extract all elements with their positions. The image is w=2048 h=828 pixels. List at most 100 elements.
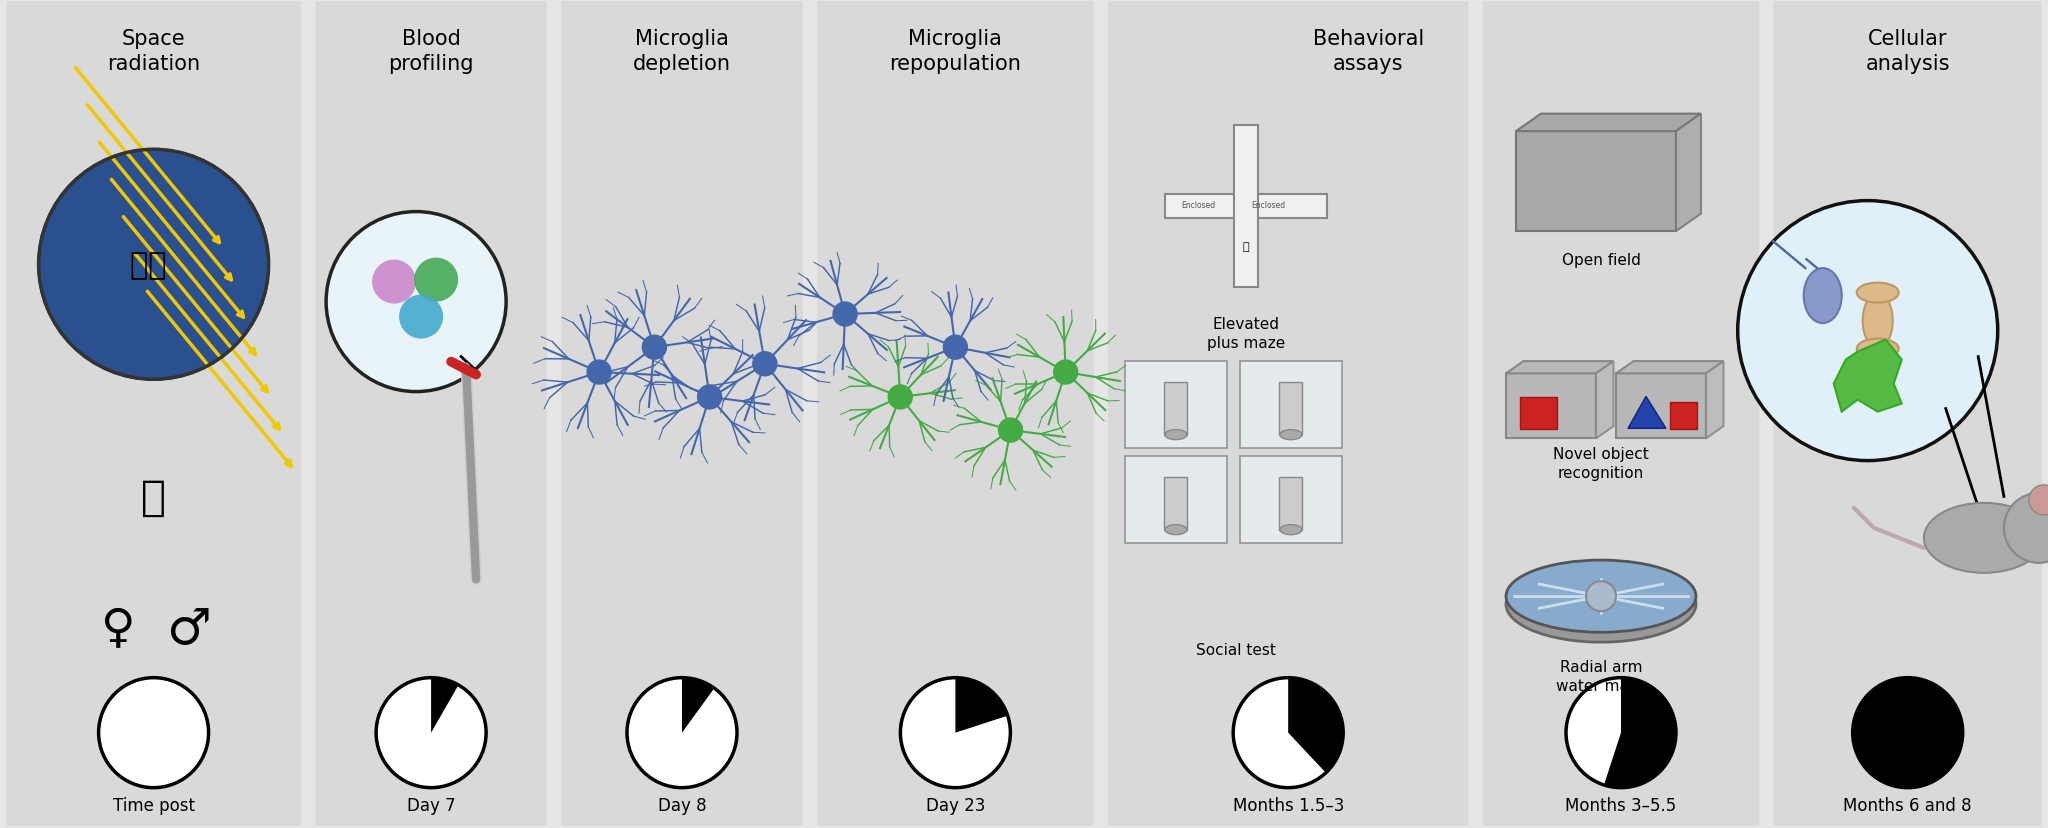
Circle shape bbox=[901, 678, 1010, 787]
Polygon shape bbox=[1628, 397, 1665, 429]
Circle shape bbox=[39, 150, 268, 380]
Text: Time post: Time post bbox=[113, 796, 195, 814]
Ellipse shape bbox=[1923, 503, 2044, 573]
Circle shape bbox=[414, 258, 459, 302]
Circle shape bbox=[1737, 201, 1997, 461]
FancyBboxPatch shape bbox=[1124, 456, 1227, 543]
FancyBboxPatch shape bbox=[561, 2, 803, 826]
FancyBboxPatch shape bbox=[1165, 195, 1327, 219]
Ellipse shape bbox=[1165, 481, 1188, 493]
Text: Elevated
plus maze: Elevated plus maze bbox=[1206, 317, 1284, 350]
Text: Day 7: Day 7 bbox=[408, 796, 455, 814]
Text: Cellular
analysis: Cellular analysis bbox=[1866, 29, 1950, 74]
Polygon shape bbox=[1505, 362, 1614, 374]
Circle shape bbox=[373, 260, 416, 304]
Text: Months 3–5.5: Months 3–5.5 bbox=[1565, 796, 1677, 814]
Ellipse shape bbox=[1505, 561, 1696, 633]
FancyBboxPatch shape bbox=[1483, 2, 1759, 826]
Text: 🐀: 🐀 bbox=[1243, 242, 1249, 252]
FancyBboxPatch shape bbox=[1669, 403, 1698, 430]
FancyBboxPatch shape bbox=[1520, 398, 1556, 430]
FancyBboxPatch shape bbox=[1280, 383, 1303, 436]
Circle shape bbox=[2003, 493, 2048, 563]
Circle shape bbox=[944, 336, 967, 359]
Polygon shape bbox=[1706, 362, 1724, 439]
Circle shape bbox=[754, 353, 776, 376]
Ellipse shape bbox=[1804, 269, 1841, 324]
Wedge shape bbox=[1288, 679, 1341, 773]
Circle shape bbox=[1585, 581, 1616, 611]
Ellipse shape bbox=[1280, 430, 1303, 440]
FancyBboxPatch shape bbox=[1616, 374, 1706, 439]
Text: Space
radiation: Space radiation bbox=[106, 29, 201, 74]
Text: ♀: ♀ bbox=[100, 607, 135, 652]
Circle shape bbox=[2030, 485, 2048, 515]
Polygon shape bbox=[1595, 362, 1614, 439]
Text: 🐀: 🐀 bbox=[141, 476, 166, 518]
Text: Microglia
repopulation: Microglia repopulation bbox=[889, 29, 1022, 74]
FancyBboxPatch shape bbox=[1774, 2, 2042, 826]
Wedge shape bbox=[1604, 679, 1675, 787]
FancyBboxPatch shape bbox=[315, 2, 547, 826]
Wedge shape bbox=[432, 679, 459, 733]
Ellipse shape bbox=[1165, 525, 1188, 535]
Circle shape bbox=[399, 296, 442, 339]
Ellipse shape bbox=[1858, 339, 1898, 359]
Text: Radial arm
water maze: Radial arm water maze bbox=[1556, 659, 1647, 693]
Circle shape bbox=[1853, 678, 1962, 787]
FancyBboxPatch shape bbox=[1108, 2, 1468, 826]
Circle shape bbox=[1053, 361, 1077, 384]
Circle shape bbox=[627, 678, 737, 787]
Text: Day 8: Day 8 bbox=[657, 796, 707, 814]
Text: Day 23: Day 23 bbox=[926, 796, 985, 814]
Text: Enclosed: Enclosed bbox=[1182, 200, 1214, 209]
Ellipse shape bbox=[1280, 525, 1303, 535]
FancyBboxPatch shape bbox=[1505, 374, 1595, 439]
FancyBboxPatch shape bbox=[1280, 478, 1303, 531]
Text: 🧑‍🚀: 🧑‍🚀 bbox=[131, 251, 166, 279]
Text: Open field: Open field bbox=[1561, 253, 1640, 267]
Ellipse shape bbox=[1280, 386, 1303, 398]
Circle shape bbox=[834, 303, 858, 326]
FancyBboxPatch shape bbox=[1239, 456, 1341, 543]
Circle shape bbox=[326, 212, 506, 392]
Text: Blood
profiling: Blood profiling bbox=[389, 29, 473, 74]
Text: Novel object
recognition: Novel object recognition bbox=[1552, 447, 1649, 480]
Wedge shape bbox=[956, 679, 1008, 733]
Wedge shape bbox=[682, 679, 715, 733]
Ellipse shape bbox=[1864, 294, 1892, 349]
Circle shape bbox=[1233, 678, 1343, 787]
Text: Social test: Social test bbox=[1196, 642, 1276, 657]
Text: ♂: ♂ bbox=[166, 605, 211, 653]
Ellipse shape bbox=[1505, 566, 1696, 643]
Circle shape bbox=[98, 678, 209, 787]
FancyBboxPatch shape bbox=[817, 2, 1094, 826]
FancyBboxPatch shape bbox=[6, 2, 301, 826]
Text: Microglia
depletion: Microglia depletion bbox=[633, 29, 731, 74]
FancyBboxPatch shape bbox=[1165, 478, 1188, 531]
Circle shape bbox=[643, 336, 666, 359]
FancyBboxPatch shape bbox=[1239, 361, 1341, 448]
Text: Enclosed: Enclosed bbox=[1251, 200, 1284, 209]
Polygon shape bbox=[1675, 114, 1702, 232]
Ellipse shape bbox=[1280, 481, 1303, 493]
FancyBboxPatch shape bbox=[1516, 132, 1675, 232]
FancyBboxPatch shape bbox=[1233, 126, 1257, 288]
Polygon shape bbox=[1516, 114, 1702, 132]
FancyBboxPatch shape bbox=[1124, 361, 1227, 448]
Circle shape bbox=[588, 361, 610, 384]
Text: Months 6 and 8: Months 6 and 8 bbox=[1843, 796, 1972, 814]
Circle shape bbox=[1567, 678, 1675, 787]
Ellipse shape bbox=[1165, 430, 1188, 440]
Text: Months 1.5–3: Months 1.5–3 bbox=[1233, 796, 1343, 814]
Polygon shape bbox=[1833, 340, 1903, 412]
Ellipse shape bbox=[1165, 386, 1188, 398]
Ellipse shape bbox=[1858, 283, 1898, 303]
Circle shape bbox=[377, 678, 485, 787]
Text: Behavioral
assays: Behavioral assays bbox=[1313, 29, 1423, 74]
Circle shape bbox=[999, 419, 1022, 442]
Circle shape bbox=[698, 386, 721, 409]
FancyBboxPatch shape bbox=[1165, 383, 1188, 436]
Circle shape bbox=[889, 386, 911, 409]
Polygon shape bbox=[1616, 362, 1724, 374]
